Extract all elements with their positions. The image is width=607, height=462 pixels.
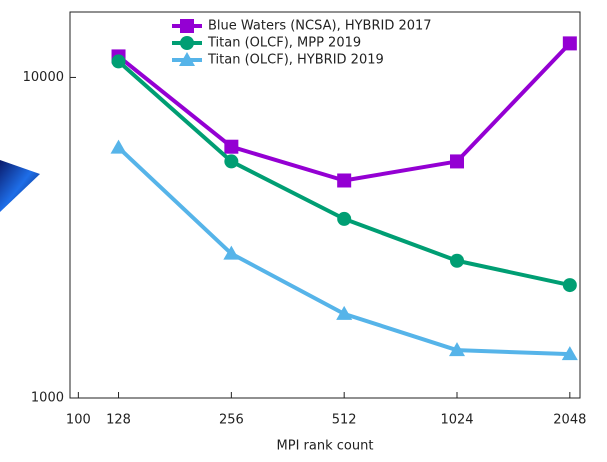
data-point bbox=[449, 342, 466, 357]
data-point bbox=[450, 154, 465, 169]
legend-label: Titan (OLCF), HYBRID 2019 bbox=[207, 53, 384, 68]
series-line bbox=[117, 59, 571, 288]
legend-label: Blue Waters (NCSA), HYBRID 2017 bbox=[208, 19, 432, 34]
legend-marker bbox=[180, 19, 194, 33]
legend-marker bbox=[179, 52, 195, 66]
data-point bbox=[336, 305, 353, 320]
legend-label: Titan (OLCF), MPP 2019 bbox=[207, 36, 361, 51]
data-point bbox=[110, 139, 127, 154]
data-point bbox=[337, 173, 352, 188]
data-point bbox=[337, 211, 352, 226]
data-point bbox=[561, 346, 578, 361]
data-point bbox=[450, 253, 465, 268]
plot-frame bbox=[69, 11, 581, 399]
data-point bbox=[224, 154, 239, 169]
x-tick-label: 512 bbox=[332, 413, 357, 428]
x-tick-label: 2048 bbox=[553, 413, 586, 428]
data-point bbox=[224, 139, 239, 154]
data-point bbox=[111, 54, 126, 69]
data-point bbox=[562, 36, 577, 51]
x-axis-label: MPI rank count bbox=[277, 439, 374, 454]
x-tick-label: 256 bbox=[219, 413, 244, 428]
legend-marker bbox=[180, 36, 194, 50]
y-tick-label: 1000 bbox=[31, 391, 64, 406]
decoration bbox=[0, 160, 40, 212]
y-tick-label: 10000 bbox=[23, 70, 64, 85]
x-tick-label: 128 bbox=[106, 413, 131, 428]
data-point bbox=[223, 245, 240, 260]
data-point bbox=[562, 278, 577, 293]
x-tick-label: 1024 bbox=[440, 413, 473, 428]
x-tick-label: 100 bbox=[66, 413, 91, 428]
